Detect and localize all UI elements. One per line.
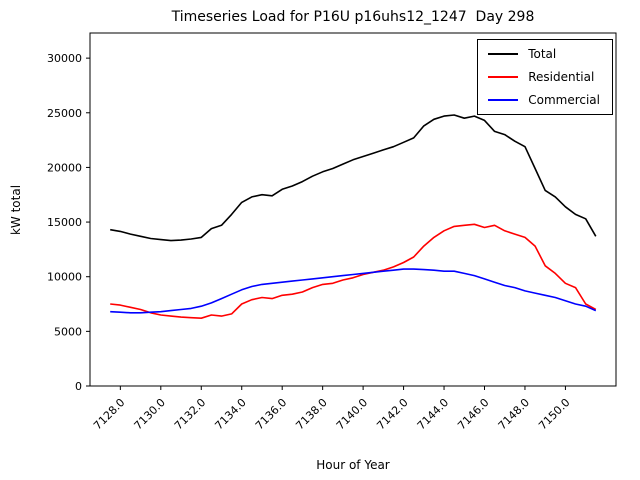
legend-label: Total — [528, 47, 557, 61]
legend-line-sample — [488, 53, 519, 55]
x-tick-label: 7146.0 — [455, 396, 491, 432]
y-axis-label: kW total — [9, 184, 23, 236]
x-tick-label: 7144.0 — [415, 396, 451, 432]
y-tick-label: 15000 — [47, 216, 82, 229]
legend-line-sample — [488, 76, 519, 78]
y-tick-label: 25000 — [47, 107, 82, 120]
legend: Total Residential Commercial — [477, 39, 613, 115]
series-line-total — [110, 114, 597, 242]
x-tick-label: 7134.0 — [212, 396, 248, 432]
legend-item-total: Total — [488, 47, 600, 61]
x-tick-label: 7132.0 — [172, 396, 208, 432]
x-tick-label: 7138.0 — [293, 396, 329, 432]
x-tick-label: 7150.0 — [536, 396, 572, 432]
legend-label: Residential — [528, 70, 595, 84]
x-tick-label: 7128.0 — [91, 396, 127, 432]
chart-title: Timeseries Load for P16U p16uhs12_1247 D… — [171, 9, 535, 25]
y-tick-label: 5000 — [54, 325, 82, 338]
y-tick-label: 10000 — [47, 271, 82, 284]
x-tick-label: 7140.0 — [334, 396, 370, 432]
y-tick-label: 30000 — [47, 52, 82, 65]
legend-item-commercial: Commercial — [488, 93, 600, 107]
series-line-commercial — [110, 268, 597, 314]
x-tick-label: 7142.0 — [374, 396, 410, 432]
legend-label: Commercial — [528, 93, 600, 107]
axes-frame — [89, 32, 617, 387]
x-axis-label: Hour of Year — [316, 458, 390, 472]
x-tick-label: 7130.0 — [132, 396, 168, 432]
x-tick-label: 7136.0 — [253, 396, 289, 432]
y-tick-label: 20000 — [47, 161, 82, 174]
x-tick-label: 7148.0 — [496, 396, 532, 432]
y-tick-label: 0 — [75, 380, 82, 393]
series-line-residential — [110, 223, 597, 320]
legend-line-sample — [488, 99, 519, 101]
legend-item-residential: Residential — [488, 70, 600, 84]
